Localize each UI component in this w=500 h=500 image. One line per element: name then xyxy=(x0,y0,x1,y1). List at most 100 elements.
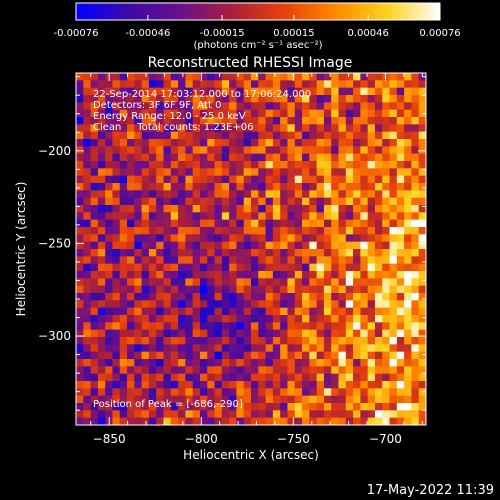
heatmap-cell xyxy=(97,256,106,265)
heatmap-cell xyxy=(272,234,281,243)
heatmap-cell xyxy=(287,212,296,221)
heatmap-cell xyxy=(411,80,420,89)
heatmap-cell xyxy=(192,278,201,287)
heatmap-cell xyxy=(396,359,405,367)
heatmap-cell xyxy=(367,344,376,353)
heatmap-cell xyxy=(353,249,361,257)
heatmap-cell xyxy=(272,293,281,301)
heatmap-cell xyxy=(90,161,99,169)
heatmap-cell xyxy=(272,219,281,228)
heatmap-cell xyxy=(287,366,296,375)
heatmap-cell xyxy=(243,395,252,404)
heatmap-cell xyxy=(265,109,274,118)
heatmap-cell xyxy=(287,381,296,389)
heatmap-cell xyxy=(185,146,194,155)
heatmap-cell xyxy=(163,381,172,389)
heatmap-cell xyxy=(221,307,230,316)
heatmap-cell xyxy=(90,131,99,140)
heatmap-cell xyxy=(374,410,383,419)
heatmap-cell xyxy=(178,388,186,397)
heatmap-cell xyxy=(338,403,347,411)
heatmap-cell xyxy=(382,395,390,404)
heatmap-cell xyxy=(156,337,164,345)
heatmap-cell xyxy=(338,300,347,309)
heatmap-cell xyxy=(411,227,420,235)
heatmap-cell xyxy=(76,278,84,287)
heatmap-cell xyxy=(418,153,427,162)
heatmap-cell xyxy=(83,249,91,257)
heatmap-cell xyxy=(199,205,208,213)
heatmap-cell xyxy=(287,344,296,353)
heatmap-cell xyxy=(207,337,215,345)
heatmap-cell xyxy=(374,205,383,213)
heatmap-cell xyxy=(360,403,369,411)
heatmap-cell xyxy=(76,410,84,419)
heatmap-cell xyxy=(156,373,164,382)
heatmap-cell xyxy=(367,278,376,287)
heatmap-cell xyxy=(192,285,201,294)
heatmap-cell xyxy=(367,271,376,279)
heatmap-cell xyxy=(199,256,208,265)
heatmap-cell xyxy=(97,190,106,199)
heatmap-cell xyxy=(214,124,223,133)
heatmap-cell xyxy=(192,271,201,279)
heatmap-cell xyxy=(185,285,194,294)
heatmap-cell xyxy=(170,271,179,279)
heatmap-cell xyxy=(389,241,398,250)
heatmap-cell xyxy=(396,366,405,375)
heatmap-cell xyxy=(134,329,143,338)
heatmap-cell xyxy=(221,249,230,257)
heatmap-cell xyxy=(192,183,201,191)
heatmap-cell xyxy=(338,124,347,133)
heatmap-cell xyxy=(163,146,172,155)
heatmap-cell xyxy=(280,395,288,404)
heatmap-cell xyxy=(170,395,179,404)
heatmap-cell xyxy=(236,161,245,169)
heatmap-cell xyxy=(76,139,84,147)
heatmap-cell xyxy=(199,175,208,184)
heatmap-cell xyxy=(360,146,369,155)
heatmap-cell xyxy=(396,271,405,279)
heatmap-cell xyxy=(178,278,186,287)
heatmap-cell xyxy=(382,315,390,323)
heatmap-cell xyxy=(134,73,143,81)
heatmap-cell xyxy=(338,117,347,125)
heatmap-cell xyxy=(382,241,390,250)
heatmap-cell xyxy=(243,271,252,279)
heatmap-cell xyxy=(382,161,390,169)
heatmap-cell xyxy=(280,131,288,140)
heatmap-cell xyxy=(251,212,259,221)
heatmap-cell xyxy=(331,395,339,404)
heatmap-cell xyxy=(382,197,390,206)
heatmap-cell xyxy=(236,73,245,81)
heatmap-cell xyxy=(331,80,339,89)
heatmap-cell xyxy=(207,388,215,397)
heatmap-cell xyxy=(97,80,106,89)
heatmap-cell xyxy=(214,410,223,419)
heatmap-cell xyxy=(331,388,339,397)
heatmap-cell xyxy=(411,337,420,345)
heatmap-cell xyxy=(280,293,288,301)
heatmap-cell xyxy=(374,300,383,309)
heatmap-cell xyxy=(396,73,405,81)
heatmap-cell xyxy=(353,109,361,118)
heatmap-cell xyxy=(258,403,266,411)
x-tick-label: −800 xyxy=(185,432,218,446)
heatmap-cell xyxy=(178,95,186,103)
heatmap-cell xyxy=(112,109,121,118)
heatmap-cell xyxy=(243,241,252,250)
heatmap-cell xyxy=(229,168,237,177)
heatmap-cell xyxy=(338,131,347,140)
heatmap-cell xyxy=(404,197,412,206)
heatmap-cell xyxy=(294,337,303,345)
heatmap-cell xyxy=(258,102,266,111)
heatmap-cell xyxy=(367,175,376,184)
heatmap-cell xyxy=(156,109,164,118)
heatmap-cell xyxy=(214,95,223,103)
heatmap-cell xyxy=(105,139,113,147)
heatmap-cell xyxy=(258,139,266,147)
heatmap-cell xyxy=(243,205,252,213)
heatmap-cell xyxy=(229,278,237,287)
heatmap-cell xyxy=(178,219,186,228)
heatmap-cell xyxy=(97,344,106,353)
